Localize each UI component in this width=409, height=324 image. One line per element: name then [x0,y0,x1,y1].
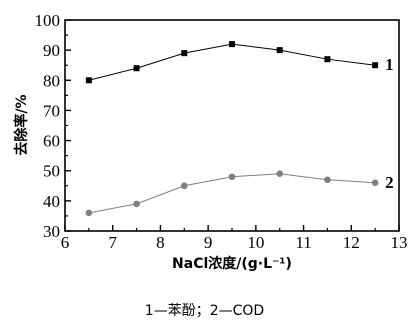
y-tick-label: 50 [43,162,60,181]
y-axis-title: 去除率/% [13,94,30,155]
x-tick-label: 13 [391,233,408,252]
y-tick-label: 40 [43,192,60,211]
y-tick-label: 80 [43,71,60,90]
y-tick-label: 90 [43,41,60,60]
y-tick-label: 60 [43,132,60,151]
series-1-point [372,62,379,69]
y-tick-label: 70 [43,101,60,120]
series-1-point [324,56,331,63]
x-axis-title: NaCl浓度/(g·L⁻¹) [172,255,292,272]
series-1-point [133,65,140,72]
series-1-label: 1 [385,55,394,74]
y-tick-label: 100 [35,11,61,30]
figure-caption: 1—苯酚；2—COD [144,303,265,319]
series-2-point [133,200,140,208]
series-2-point [324,176,331,184]
x-tick-label: 6 [61,233,70,252]
x-tick-label: 8 [156,233,165,252]
series-2-point [228,173,236,181]
plot-frame [64,19,400,232]
series-2-point [85,209,93,217]
x-tick-label: 9 [204,233,213,252]
x-tick-label: 7 [108,233,117,252]
series-1-point [181,50,188,57]
series-1-line [88,43,376,81]
y-tick-label: 30 [43,222,60,241]
x-tick-label: 11 [295,233,311,252]
series-1-point [85,77,92,84]
series-2-point [371,179,379,187]
series-2-point [276,170,284,178]
x-tick-label: 12 [343,233,360,252]
x-tick-label: 10 [247,233,264,252]
series-2-label: 2 [385,173,394,192]
series-1-point [276,47,283,54]
series-2-point [180,182,188,190]
series-1-point [229,41,235,48]
